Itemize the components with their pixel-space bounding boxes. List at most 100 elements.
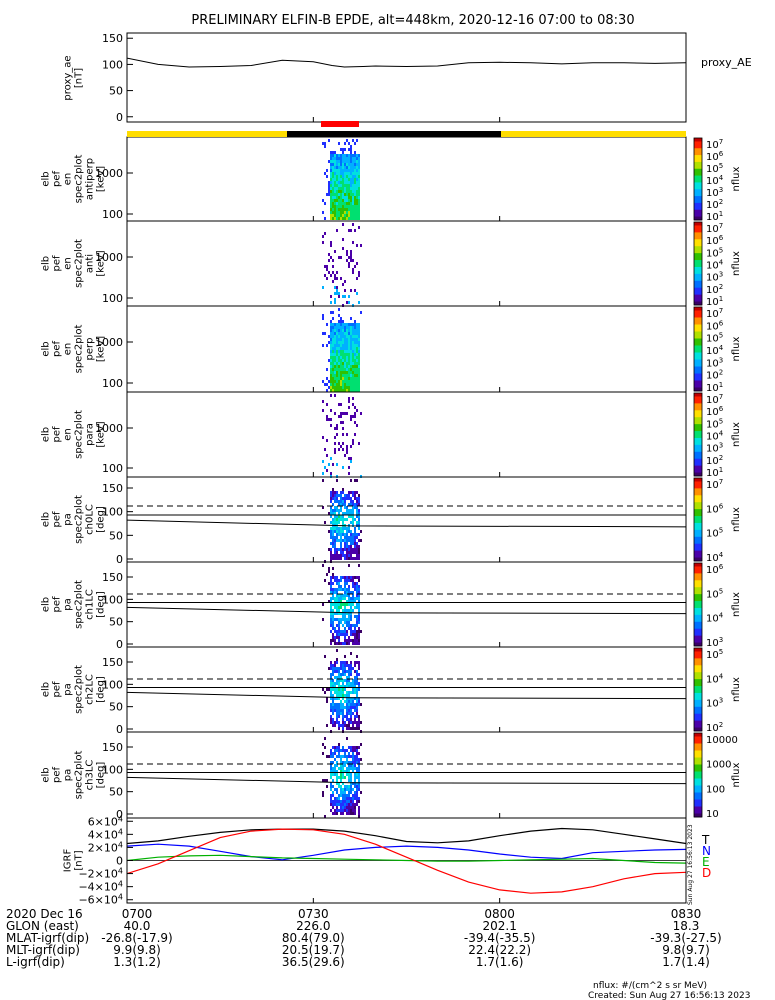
spectrogram-pixel xyxy=(334,341,336,344)
spectrogram-pixel xyxy=(344,295,346,298)
spectrogram-pixel xyxy=(334,576,336,579)
spectrogram-pixel xyxy=(358,612,360,615)
spectrogram-pixel xyxy=(350,356,352,359)
spectrogram-pixel xyxy=(354,582,356,585)
spectrogram-pixel xyxy=(340,329,342,332)
spectrogram-pixel xyxy=(350,457,352,460)
spectrogram-pixel xyxy=(356,749,358,752)
spectrogram-pixel xyxy=(350,709,352,712)
spectrogram-pixel xyxy=(348,406,350,409)
colorbar-segment xyxy=(694,529,702,534)
spectrogram-pixel xyxy=(348,347,350,350)
spectrogram-pixel xyxy=(340,764,342,767)
spectrogram-pixel xyxy=(346,551,348,554)
spectrogram-pixel xyxy=(352,199,354,202)
spectrogram-pixel xyxy=(352,211,354,214)
spectrogram-pixel xyxy=(338,521,340,524)
spectrogram-pixel xyxy=(356,727,358,730)
spectrogram-pixel xyxy=(340,779,342,782)
spectrogram-pixel xyxy=(344,142,346,145)
spectrogram-pixel xyxy=(350,746,352,749)
spectrogram-pixel xyxy=(356,211,358,214)
spectrogram-pixel xyxy=(352,697,354,700)
spectrogram-pixel xyxy=(352,326,354,329)
spectrogram-pixel xyxy=(356,554,358,557)
spectrogram-pixel xyxy=(350,148,352,151)
spectrogram-pixel xyxy=(330,178,332,181)
spectrogram-pixel xyxy=(352,582,354,585)
spectrogram-pixel xyxy=(346,542,348,545)
spectrogram-pixel xyxy=(330,157,332,160)
spectrogram-pixel xyxy=(330,344,332,347)
spectrogram-pixel xyxy=(350,386,352,389)
colorbar-segment xyxy=(694,607,702,612)
spectrogram-pixel xyxy=(336,782,338,785)
spectrogram-pixel xyxy=(348,612,350,615)
spectrogram-pixel xyxy=(336,667,338,670)
spectrogram-pixel xyxy=(350,350,352,353)
spectrogram-pixel xyxy=(334,356,336,359)
y-axis-label-line: elb xyxy=(41,341,52,356)
spectrogram-pixel xyxy=(334,377,336,380)
spectrogram-pixel xyxy=(338,721,340,724)
spectrogram-pixel xyxy=(338,344,340,347)
spectrogram-pixel xyxy=(358,554,360,557)
spectrogram-pixel xyxy=(360,412,362,415)
colorbar-segment xyxy=(694,158,702,163)
spectrogram-pixel xyxy=(346,259,348,262)
spectrogram-pixel xyxy=(338,503,340,506)
spectrogram-pixel xyxy=(348,374,350,377)
spectrogram-pixel xyxy=(346,211,348,214)
spectrogram-pixel xyxy=(348,536,350,539)
spectrogram-pixel xyxy=(354,746,356,749)
spectrogram-pixel xyxy=(358,211,360,214)
spectrogram-pixel xyxy=(338,320,340,323)
colorbar-segment xyxy=(694,182,702,187)
colorbar-segment xyxy=(694,533,702,538)
spectrogram-pixel xyxy=(344,347,346,350)
spectrogram-pixel xyxy=(342,679,344,682)
spectrogram-pixel xyxy=(330,788,332,791)
spectrogram-pixel xyxy=(358,338,360,341)
colorbar-segment xyxy=(694,481,702,486)
spectrogram-pixel xyxy=(344,594,346,597)
spectrogram-pixel xyxy=(348,585,350,588)
x-value-label: 1.3(1.2) xyxy=(113,955,161,969)
spectrogram-pixel xyxy=(332,497,334,500)
spectrogram-pixel xyxy=(350,800,352,803)
spectrogram-pixel xyxy=(340,606,342,609)
y-axis-label-line: en xyxy=(63,343,74,356)
spectrogram-pixel xyxy=(342,497,344,500)
colorbar-segment xyxy=(694,522,702,527)
spectrogram-pixel xyxy=(332,193,334,196)
colorbar-segment xyxy=(694,692,702,697)
spectrogram-pixel xyxy=(354,320,356,323)
spectrogram-pixel xyxy=(358,779,360,782)
spectrogram-pixel xyxy=(330,794,332,797)
spectrogram-pixel xyxy=(332,518,334,521)
panel-frame xyxy=(126,136,687,222)
spectrogram-pixel xyxy=(348,214,350,217)
spectrogram-pixel xyxy=(336,347,338,350)
spectrogram-pixel xyxy=(350,545,352,548)
spectrogram-pixel xyxy=(340,551,342,554)
spectrogram-pixel xyxy=(340,588,342,591)
spectrogram-pixel xyxy=(350,721,352,724)
spectrogram-pixel xyxy=(356,500,358,503)
spectrogram-pixel xyxy=(334,506,336,509)
spectrogram-pixel xyxy=(346,633,348,636)
spectrogram-pixel xyxy=(340,412,342,415)
spectrogram-pixel xyxy=(336,706,338,709)
spectrogram-pixel xyxy=(352,365,354,368)
spectrogram-pixel xyxy=(354,497,356,500)
spectrogram-pixel xyxy=(350,202,352,205)
spectrogram-pixel xyxy=(356,202,358,205)
colorbar-segment xyxy=(694,668,702,673)
spectrogram-pixel xyxy=(356,196,358,199)
spectrogram-pixel xyxy=(358,365,360,368)
side-timestamp: Sun Aug 27 16:56:13 2023 xyxy=(687,824,694,905)
spectrogram-pixel xyxy=(338,697,340,700)
spectrogram-pixel xyxy=(350,548,352,551)
